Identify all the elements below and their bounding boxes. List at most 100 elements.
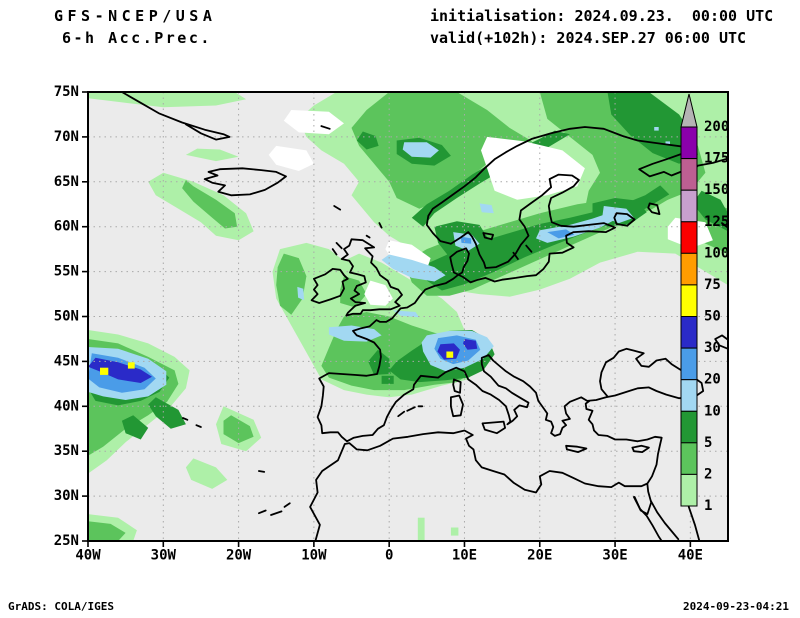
coastline — [270, 510, 283, 516]
coastline — [310, 267, 349, 304]
colorbar: 200 175 150 125 100 75 50 30 20 10 5 2 1 — [680, 93, 729, 514]
precip-region-mg — [88, 521, 126, 541]
valid-time-label: valid(+102h): 2024.SEP.27 06:00 UTC — [430, 29, 747, 47]
coastline — [512, 251, 519, 260]
coastline — [525, 244, 533, 253]
coastline — [365, 234, 371, 239]
precip-region-db — [88, 357, 152, 383]
lon-tick-label: 30E — [602, 548, 627, 564]
coastline — [647, 202, 661, 216]
precip-region-dg — [356, 131, 379, 150]
colorbar-label: 30 — [704, 340, 721, 356]
variable-title: 6-h Acc.Prec. — [62, 29, 212, 47]
coastline — [378, 222, 383, 229]
coastline — [340, 238, 403, 317]
coastline — [309, 399, 663, 541]
lon-tick-label: 30W — [151, 548, 177, 564]
coastline — [316, 126, 728, 443]
coastline — [320, 125, 331, 130]
precip-region-w — [364, 280, 393, 306]
coastline — [687, 505, 701, 541]
colorbar-label: 10 — [704, 403, 721, 419]
precip-region-mg — [223, 415, 254, 444]
colorbar-label: 75 — [704, 277, 721, 293]
precip-region-lb — [479, 203, 494, 214]
colorbar-segment — [680, 158, 698, 191]
colorbar-label: 100 — [704, 245, 729, 261]
map-interior — [88, 92, 728, 541]
lat-tick-label: 65N — [54, 174, 79, 190]
lon-tick-label: 20W — [226, 548, 252, 564]
colorbar-segment — [680, 410, 698, 444]
creation-timestamp: 2024-09-23-04:21 — [683, 600, 789, 613]
precip-region-mb — [460, 236, 472, 244]
coastline — [283, 502, 291, 508]
precip-region-mg — [276, 253, 307, 315]
coastline — [257, 509, 267, 515]
coastline — [331, 248, 338, 256]
precip-region-lb — [654, 127, 659, 131]
precip-region-dg — [381, 375, 394, 384]
precip-region-lb — [381, 254, 446, 282]
coastline — [714, 334, 728, 350]
precip-region-lg — [185, 148, 239, 162]
colorbar-label: 125 — [704, 214, 729, 230]
init-time-label: initialisation: 2024.09.23. 00:00 UTC — [430, 7, 774, 25]
lon-tick-label: 40W — [75, 548, 101, 564]
colorbar-segment — [680, 442, 698, 475]
colorbar-label: 175 — [704, 151, 729, 167]
colorbar-label: 150 — [704, 182, 729, 198]
coastline — [650, 500, 680, 541]
coastline — [181, 417, 189, 421]
colorbar-segment — [680, 284, 698, 317]
precip-region-dg — [692, 190, 728, 232]
colorbar-segment — [680, 252, 698, 286]
precip-region-lb — [392, 310, 420, 318]
model-title: GFS-NCEP/USA — [54, 7, 217, 25]
colorbar-segment — [680, 379, 698, 412]
lon-tick-label: 10E — [452, 548, 477, 564]
coastline — [397, 410, 406, 418]
lat-tick-label: 30N — [54, 488, 79, 504]
precip-region-dg — [148, 397, 186, 429]
lat-tick-label: 60N — [54, 219, 79, 235]
precip-region-lg — [185, 458, 228, 489]
lat-tick-label: 35N — [54, 443, 79, 459]
colorbar-segment — [680, 473, 698, 507]
colorbar-segment — [680, 221, 698, 254]
coastline — [631, 444, 650, 454]
coastline — [257, 470, 266, 473]
coastline — [449, 394, 464, 418]
precip-region-lg — [450, 527, 459, 536]
grads-credit: GrADS: COLA/IGES — [8, 600, 114, 613]
colorbar-label: 50 — [704, 309, 721, 325]
precip-region-w — [268, 145, 314, 171]
coastline — [613, 212, 636, 227]
coastline — [452, 378, 462, 394]
lat-tick-label: 45N — [54, 353, 79, 369]
precip-region-dg — [121, 415, 149, 440]
coastline — [481, 420, 507, 435]
coastline — [195, 424, 202, 428]
coastline — [335, 241, 343, 250]
coastline — [121, 92, 231, 141]
precip-region-lb — [402, 142, 439, 158]
lat-tick-label: 25N — [54, 533, 79, 549]
lon-tick-label: 40E — [678, 548, 703, 564]
lat-tick-label: 55N — [54, 264, 79, 280]
precip-region-mg — [182, 180, 238, 229]
colorbar-label: 1 — [704, 498, 712, 514]
colorbar-segment — [680, 189, 698, 223]
coastline — [406, 406, 416, 412]
precip-region-yl — [446, 351, 454, 358]
colorbar-label: 200 — [704, 119, 729, 135]
lat-tick-label: 40N — [54, 398, 79, 414]
precip-region-db — [463, 339, 478, 350]
colorbar-segment — [680, 347, 698, 381]
colorbar-label: 20 — [704, 372, 721, 388]
colorbar-segment — [680, 316, 698, 349]
lon-tick-label: 20E — [527, 548, 552, 564]
lat-tick-label: 50N — [54, 309, 79, 325]
